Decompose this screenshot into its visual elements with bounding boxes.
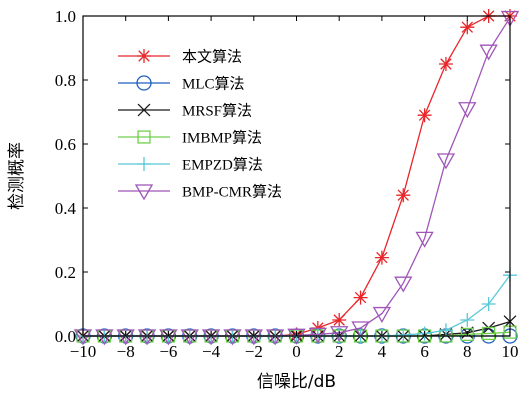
legend-label: MRSF算法 — [182, 102, 252, 120]
y-tick-label: 0.6 — [55, 135, 76, 154]
y-tick-label: 1.0 — [55, 7, 76, 26]
data-point — [353, 290, 368, 305]
data-point — [372, 306, 392, 323]
legend-label: BMP-CMR算法 — [182, 183, 282, 201]
y-axis-label: 检测概率 — [7, 142, 27, 210]
legend-label: MLC算法 — [182, 75, 245, 93]
data-point — [482, 326, 496, 341]
legend-item: MLC算法 — [118, 75, 245, 93]
legend-marker — [137, 103, 151, 117]
x-tick-label: 4 — [378, 342, 387, 361]
y-tick-label: 0.2 — [55, 263, 76, 282]
legend: 本文算法 MLC算法 MRSF算法 IMBMP算法 EMPZD算法 BMP-CMR算法 — [118, 48, 282, 201]
data-point — [159, 329, 178, 346]
x-tick-label: −6 — [159, 342, 177, 361]
x-axis-label: 信噪比/dB — [257, 372, 336, 392]
legend-marker — [137, 130, 151, 144]
y-tick-label: 0.0 — [55, 327, 76, 346]
data-point — [137, 329, 157, 346]
x-tick-label: −4 — [202, 342, 221, 361]
legend-label: IMBMP算法 — [182, 129, 262, 147]
data-point — [374, 250, 389, 265]
data-point — [394, 276, 413, 293]
x-tick-label: 8 — [463, 342, 472, 361]
data-point — [438, 57, 453, 71]
y-tick-label: 0.4 — [55, 199, 77, 218]
data-point — [201, 329, 221, 346]
x-tick-label: 6 — [420, 342, 429, 361]
x-tick-label: −2 — [245, 342, 263, 361]
data-point — [500, 10, 519, 27]
data-point — [415, 231, 434, 248]
y-tick-label: 0.8 — [55, 71, 76, 90]
series-0 — [76, 9, 517, 343]
data-point — [332, 313, 347, 327]
data-point — [479, 44, 498, 61]
axes: −10 −8 −6 −4 −2 0 2 4 6 8 10 0.0 0.2 0.4 0.6 0.8 1.0 — [55, 7, 519, 361]
legend-item: BMP-CMR算法 — [118, 183, 282, 201]
legend-item: EMPZD算法 — [118, 156, 263, 174]
data-point — [396, 188, 411, 203]
legend-marker — [137, 49, 151, 63]
data-point — [116, 329, 135, 346]
data-point — [460, 313, 475, 327]
data-point — [244, 329, 263, 346]
data-point — [460, 20, 475, 35]
data-point — [417, 108, 432, 123]
data-point — [481, 297, 496, 311]
data-point — [396, 328, 411, 343]
x-tick-label: 2 — [335, 342, 344, 361]
data-point — [438, 323, 453, 338]
legend-label: EMPZD算法 — [182, 156, 263, 174]
legend-item: 本文算法 — [118, 48, 242, 66]
data-point — [180, 329, 199, 346]
x-tick-label: 10 — [502, 342, 519, 361]
data-point — [351, 321, 370, 338]
data-point — [265, 329, 285, 346]
data-point — [436, 153, 456, 170]
data-point — [458, 102, 477, 119]
data-point — [223, 329, 242, 346]
data-point — [460, 327, 474, 342]
legend-marker — [137, 157, 151, 171]
legend-label: 本文算法 — [182, 48, 242, 66]
legend-marker — [136, 75, 152, 91]
legend-marker — [134, 184, 154, 201]
x-tick-label: 0 — [292, 342, 301, 361]
legend-item: MRSF算法 — [118, 102, 252, 120]
series-5 — [73, 10, 519, 346]
legend-item: IMBMP算法 — [118, 129, 262, 147]
x-tick-label: −8 — [117, 342, 135, 361]
x-tick-label: −10 — [70, 342, 97, 361]
data-point — [330, 326, 349, 343]
data-point — [95, 329, 114, 346]
